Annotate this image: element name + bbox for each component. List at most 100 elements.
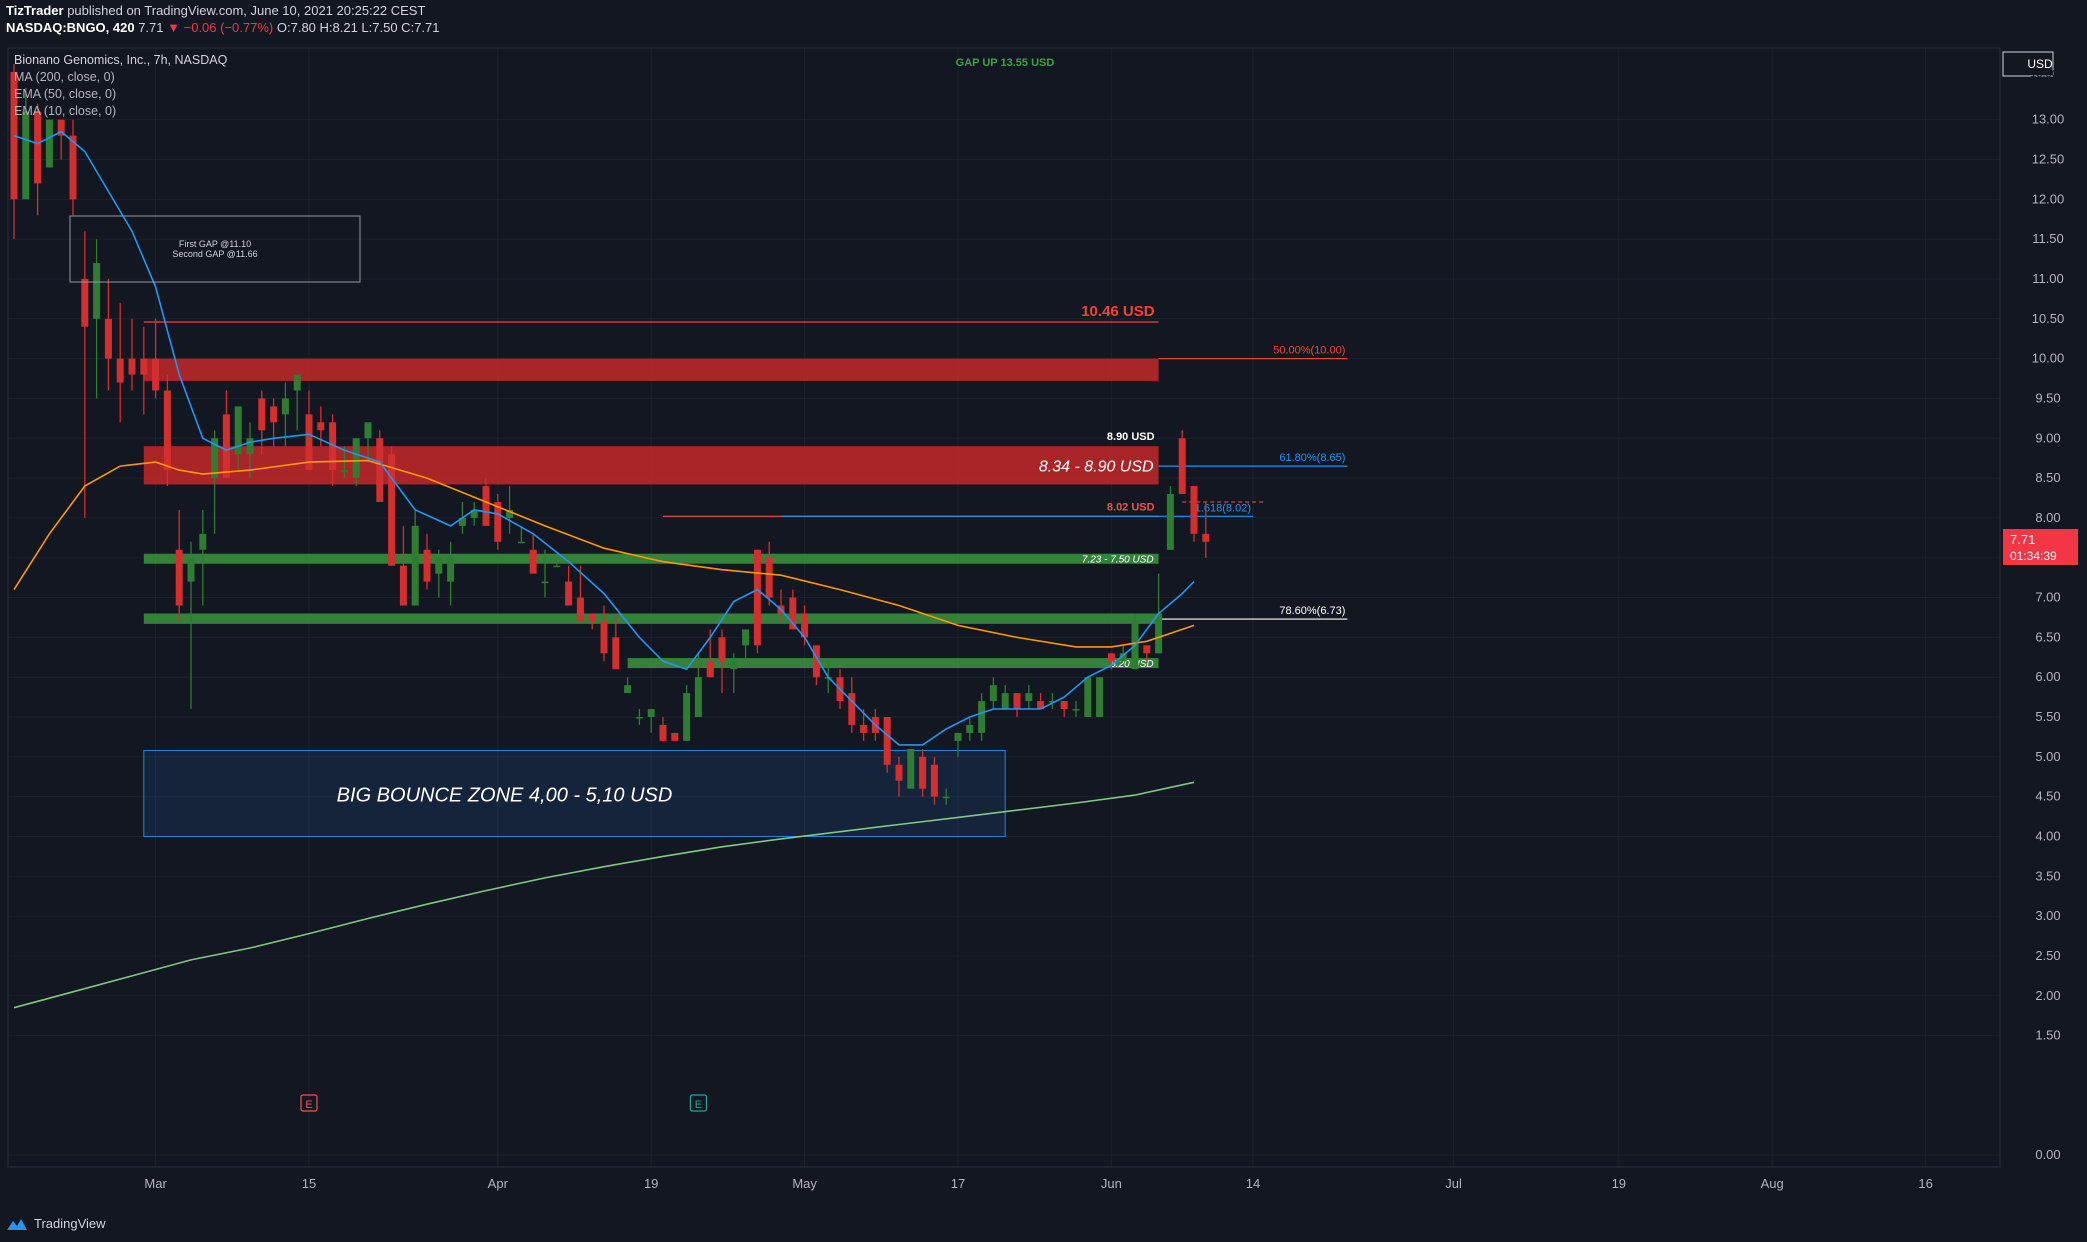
time-tick: 17 bbox=[951, 1176, 965, 1191]
bounce-zone-label: BIG BOUNCE ZONE 4,00 - 5,10 USD bbox=[337, 784, 673, 806]
candle-body bbox=[281, 398, 289, 415]
gap-box bbox=[69, 215, 361, 283]
time-tick: Jun bbox=[1101, 1176, 1122, 1191]
candle-body bbox=[966, 724, 974, 733]
candle-body bbox=[423, 549, 431, 582]
level-label-4: 61.80%(8.65) bbox=[1279, 452, 1345, 464]
candle-body bbox=[340, 470, 348, 472]
candle-body bbox=[942, 796, 950, 799]
time-tick: 15 bbox=[302, 1176, 316, 1191]
level-label-5: 1.618(8.02) bbox=[1195, 502, 1251, 514]
zone-label-1: 8.34 - 8.90 USD bbox=[1039, 458, 1154, 475]
candle-body bbox=[801, 613, 809, 638]
candle-body bbox=[399, 565, 407, 606]
ohlc-values: O:7.80 H:8.21 L:7.50 C:7.71 bbox=[276, 20, 440, 35]
price-tick: 5.50 bbox=[2035, 709, 2060, 724]
legend-ema10[interactable]: EMA (10, close, 0) bbox=[14, 104, 117, 118]
candle-body bbox=[246, 438, 254, 455]
price-tick: 10.50 bbox=[2032, 311, 2065, 326]
candle-body bbox=[435, 557, 443, 574]
candle-body bbox=[34, 111, 42, 184]
candle-body bbox=[388, 454, 396, 566]
candle-body bbox=[860, 724, 868, 733]
candle-body bbox=[57, 119, 65, 136]
level-label-6: 78.60%(6.73) bbox=[1279, 605, 1345, 617]
price-tick: 8.00 bbox=[2035, 510, 2060, 525]
earnings-mark-1: E bbox=[695, 1099, 702, 1111]
candle-body bbox=[222, 414, 230, 479]
top-price-tick: 13.50 bbox=[2030, 68, 2058, 80]
author-name[interactable]: TizTrader bbox=[6, 3, 64, 18]
candle-body bbox=[152, 358, 160, 391]
price-tick: 7.00 bbox=[2035, 590, 2060, 605]
time-tick: Jul bbox=[1445, 1176, 1462, 1191]
candle-body bbox=[1013, 693, 1021, 710]
legend-title[interactable]: Bionano Genomics, Inc., 7h, NASDAQ bbox=[14, 53, 228, 67]
time-axis[interactable]: Mar 15 Apr 19 May 17 Jun 14 Jul 19 Aug 16 bbox=[8, 1166, 2000, 1191]
price-tick: 11.50 bbox=[2032, 231, 2064, 246]
candle-body bbox=[565, 581, 573, 606]
tradingview-logo-icon bbox=[7, 1218, 27, 1230]
candle-body bbox=[69, 135, 77, 200]
time-tick: 19 bbox=[1612, 1176, 1626, 1191]
candle-body bbox=[789, 597, 797, 630]
tradingview-brand[interactable]: TradingView bbox=[6, 1216, 106, 1231]
legend-ema50[interactable]: EMA (50, close, 0) bbox=[14, 87, 117, 101]
currency-label: USD bbox=[2027, 57, 2053, 71]
candle-body bbox=[175, 549, 183, 606]
candle-body bbox=[753, 549, 761, 646]
candle-body bbox=[718, 637, 726, 662]
candle-body bbox=[1060, 701, 1068, 710]
candle-body bbox=[81, 278, 89, 327]
time-tick: 19 bbox=[644, 1176, 658, 1191]
gap-first: First GAP @11.10 bbox=[179, 239, 251, 249]
candle-body bbox=[22, 111, 30, 200]
footer: TradingView bbox=[0, 1208, 2087, 1242]
legend-ma200[interactable]: MA (200, close, 0) bbox=[14, 70, 115, 84]
candle-body bbox=[647, 709, 655, 718]
candle-body bbox=[116, 358, 124, 383]
candle-body bbox=[482, 486, 490, 526]
candle-body bbox=[447, 557, 455, 582]
candle-body bbox=[930, 764, 938, 797]
candle-body bbox=[293, 374, 301, 391]
price-tick: 8.50 bbox=[2035, 470, 2060, 485]
candle-body bbox=[812, 645, 820, 678]
price-tick: 11.00 bbox=[2032, 271, 2064, 286]
candle-body bbox=[364, 422, 372, 439]
last-price-badge-value: 7.71 bbox=[2010, 532, 2035, 547]
candle-body bbox=[45, 119, 53, 168]
price-tick: 12.50 bbox=[2032, 152, 2065, 167]
candle-body bbox=[954, 732, 962, 741]
candle-body bbox=[458, 517, 466, 526]
earnings-mark-0: E bbox=[305, 1099, 312, 1111]
symbol-label[interactable]: NASDAQ:BNGO, 420 bbox=[6, 20, 135, 35]
candle-body bbox=[470, 509, 478, 518]
price-tick: 12.00 bbox=[2032, 191, 2065, 206]
candle-body bbox=[93, 263, 101, 319]
candle-body bbox=[989, 685, 997, 702]
candle-body bbox=[1202, 533, 1210, 542]
bar-countdown: 01:34:39 bbox=[2010, 549, 2057, 563]
bounce-zone bbox=[143, 749, 1006, 837]
candle-body bbox=[517, 541, 525, 544]
time-tick: Aug bbox=[1761, 1176, 1784, 1191]
indicator-line-2 bbox=[13, 130, 1195, 746]
candle-body bbox=[270, 406, 278, 423]
candle-body bbox=[187, 557, 195, 582]
candle-body bbox=[506, 509, 514, 518]
candle-body bbox=[529, 549, 537, 574]
candle-body bbox=[376, 438, 384, 502]
brand-label: TradingView bbox=[34, 1216, 106, 1231]
price-tick: 2.50 bbox=[2035, 948, 2060, 963]
candle-body bbox=[1096, 677, 1104, 718]
candle-body bbox=[329, 422, 337, 471]
candle-body bbox=[317, 422, 325, 431]
candle-body bbox=[352, 438, 360, 479]
indicator-legend: Bionano Genomics, Inc., 7h, NASDAQ MA (2… bbox=[14, 52, 227, 120]
time-tick: May bbox=[792, 1176, 817, 1191]
candle-body bbox=[199, 533, 207, 550]
price-tick: 3.50 bbox=[2035, 868, 2060, 883]
price-axis[interactable]: 0.00 1.50 2.00 2.50 3.00 3.50 4.00 4.50 5.00 5.50… bbox=[1999, 48, 2078, 1167]
